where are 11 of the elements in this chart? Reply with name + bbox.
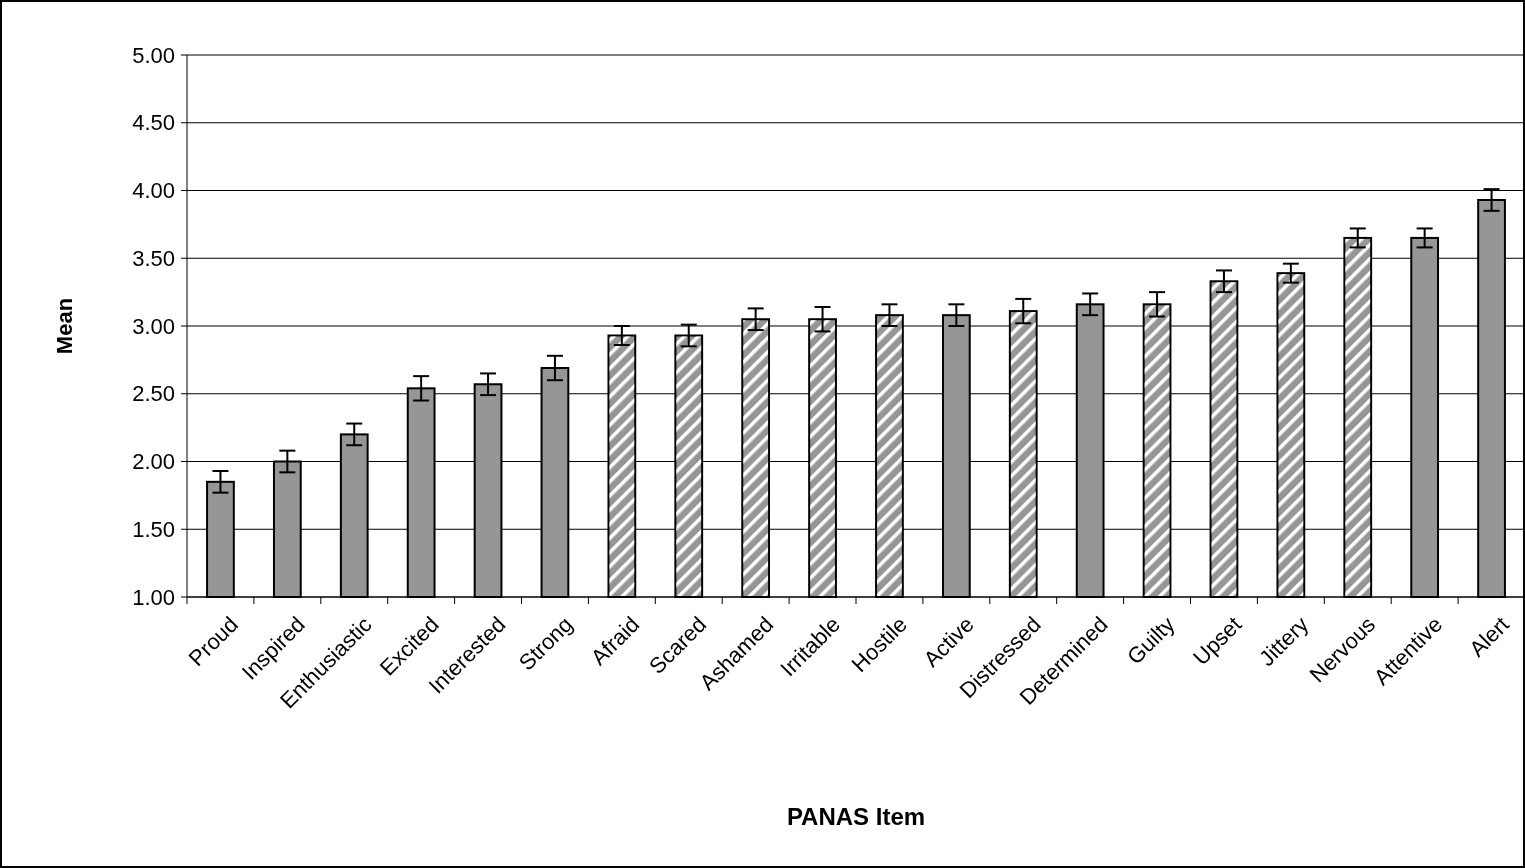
y-axis-title: Mean (52, 297, 77, 355)
y-tick-label: 2.50 (132, 381, 175, 407)
y-tick-label: 5.00 (132, 42, 175, 68)
y-tick-label: 4.50 (132, 110, 175, 136)
y-tick-label: 2.00 (132, 449, 175, 475)
y-tick-label: 1.50 (132, 516, 175, 542)
y-tick-label: 3.50 (132, 245, 175, 271)
y-tick-label: 4.00 (132, 178, 175, 204)
y-tick-label: 3.00 (132, 313, 175, 339)
x-axis-title: PANAS Item (786, 803, 926, 830)
y-tick-label: 1.00 (132, 584, 175, 610)
